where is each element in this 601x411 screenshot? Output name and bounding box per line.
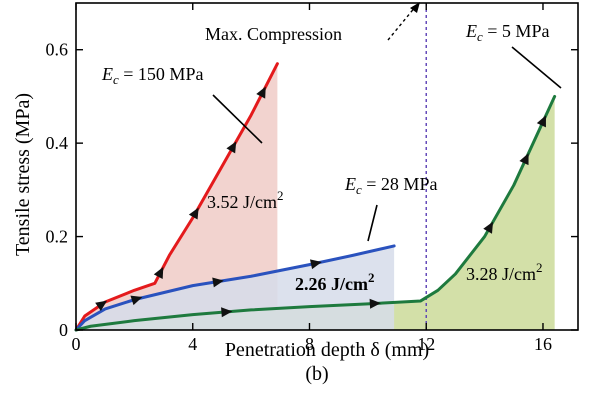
arrow-2-1 — [130, 295, 143, 306]
direction-arrows — [95, 86, 546, 318]
label-max-compression: Max. Compression — [205, 24, 342, 44]
panel-caption: (b) — [305, 363, 328, 385]
arrow-2-3 — [310, 259, 322, 270]
plot-frame — [75, 2, 579, 331]
arrow-2-2 — [212, 277, 224, 288]
x-tick-label: 8 — [305, 334, 314, 354]
label-ec-28: Ec = 28 MPa — [344, 174, 437, 197]
arrow-3-4 — [519, 153, 529, 166]
y-axis-title: Tensile stress (MPa) — [12, 93, 34, 256]
y-tick-label: 0.6 — [46, 40, 69, 60]
x-tick-label: 0 — [72, 334, 81, 354]
arrow-1-5 — [256, 86, 266, 99]
arrow-1-3 — [188, 207, 199, 220]
max-compression-pointer — [387, 5, 417, 41]
arrow-1-1 — [95, 300, 108, 312]
max-compression-arrowhead — [410, 2, 420, 13]
leader-ec-28 — [367, 204, 378, 242]
area-label-ec-28: 2.26 J/cm2 — [295, 270, 374, 294]
arrow-1-4 — [226, 141, 237, 154]
arrow-3-2 — [369, 298, 381, 309]
area-fill-1 — [76, 63, 278, 330]
arrow-3-1 — [221, 307, 233, 318]
arrow-3-5 — [536, 115, 546, 128]
area-fill-3 — [76, 96, 555, 330]
ticks: 0 4 8 12 16 0 0.2 0.4 0.6 — [46, 3, 578, 354]
arrow-3-3 — [483, 221, 494, 234]
y-tick-label: 0.2 — [46, 227, 69, 247]
series-line-3 — [74, 94, 557, 332]
annotations: Penetration depth δ (mm) Tensile stress (… — [12, 2, 562, 385]
leader-ec-150 — [212, 94, 263, 144]
x-axis-title: Penetration depth δ (mm) — [225, 339, 429, 361]
leader-ec-5 — [511, 46, 562, 89]
axes — [75, 2, 579, 331]
area-label-ec-5: 3.28 J/cm2 — [466, 260, 543, 284]
label-ec-5: Ec = 5 MPa — [465, 21, 549, 44]
y-tick-label: 0.4 — [46, 133, 69, 153]
y-tick-label: 0 — [59, 320, 68, 340]
series-line-2 — [74, 244, 396, 332]
arrow-1-2 — [153, 266, 164, 279]
x-tick-label: 16 — [534, 334, 552, 354]
area-label-ec-150: 3.52 J/cm2 — [207, 188, 284, 212]
x-tick-label: 12 — [417, 334, 435, 354]
x-tick-label: 4 — [188, 334, 197, 354]
label-ec-150: Ec = 150 MPa — [101, 64, 203, 87]
